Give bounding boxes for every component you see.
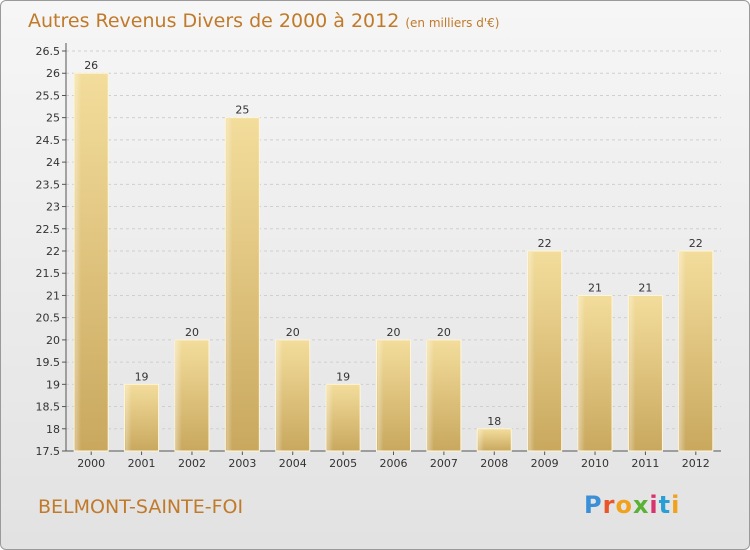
bars (73, 72, 714, 452)
data-label: 20 (437, 326, 451, 339)
data-labels: 26 19 20 25 20 19 20 20 18 22 21 21 22 (84, 59, 703, 428)
y-tick-label: 19 (46, 378, 60, 391)
title-text: Autres Revenus Divers de 2000 à 2012 (28, 10, 400, 32)
data-label: 20 (387, 326, 401, 339)
data-label: 20 (286, 326, 300, 339)
logo-letter: i (671, 491, 681, 519)
axes: 17.5 18 18.5 19 19.5 20 20.5 21 21.5 22 22.5 23 23.5… (36, 43, 721, 470)
x-tick-label: 2005 (329, 457, 357, 470)
x-tick-label: 2009 (531, 457, 559, 470)
y-tick-label: 25 (46, 112, 60, 125)
y-tick-label: 21.5 (36, 267, 61, 280)
x-tick-label: 2008 (480, 457, 508, 470)
x-tick-label: 2007 (430, 457, 458, 470)
y-tick-label: 22.5 (36, 223, 61, 236)
y-tick-label: 19.5 (36, 356, 61, 369)
y-tick-label: 26.5 (36, 45, 61, 58)
data-label: 18 (487, 415, 501, 428)
logo-letter: t (658, 491, 672, 519)
title-unit: (en milliers d'€) (405, 16, 500, 30)
data-label: 20 (185, 326, 199, 339)
x-tick-label: 2012 (682, 457, 710, 470)
bar-highlight (226, 118, 233, 452)
x-tick-label: 2006 (380, 457, 408, 470)
x-tick-label: 2002 (178, 457, 206, 470)
y-tick-label: 23.5 (36, 178, 61, 191)
chart-title: Autres Revenus Divers de 2000 à 2012 (en … (28, 10, 499, 32)
data-label: 19 (135, 370, 149, 383)
y-tick-label: 18 (46, 423, 60, 436)
data-label: 22 (689, 237, 703, 250)
data-label: 21 (638, 281, 652, 294)
y-tick-label: 20.5 (36, 312, 61, 325)
data-label: 26 (84, 59, 98, 72)
y-tick-label: 26 (46, 67, 60, 80)
logo-letter: P (584, 491, 603, 519)
bar-highlight (377, 340, 384, 451)
y-tick-label: 17.5 (36, 445, 61, 458)
x-tick-label: 2010 (581, 457, 609, 470)
bar-highlight (679, 252, 686, 451)
bar-highlight (175, 340, 182, 451)
logo-letter: r (602, 491, 616, 519)
x-tick-label: 2001 (128, 457, 156, 470)
bar-highlight (125, 385, 132, 451)
data-label: 25 (235, 104, 249, 117)
logo-letter: i (649, 491, 659, 519)
y-tick-label: 25.5 (36, 89, 61, 102)
data-label: 19 (336, 370, 350, 383)
x-tick-label: 2011 (631, 457, 659, 470)
y-tick-label: 24.5 (36, 134, 61, 147)
y-tick-label: 22 (46, 245, 60, 258)
y-tick-label: 23 (46, 201, 60, 214)
bar-highlight (478, 429, 485, 451)
bar-highlight (579, 296, 586, 451)
proxiti-logo[interactable]: Proxiti (584, 491, 680, 519)
y-tick-label: 21 (46, 289, 60, 302)
y-tick-label: 18.5 (36, 401, 61, 414)
logo-letter: x (632, 491, 650, 519)
data-label: 22 (538, 237, 552, 250)
y-tick-label: 24 (46, 156, 60, 169)
y-tick-label: 20 (46, 334, 60, 347)
x-tick-label: 2003 (228, 457, 256, 470)
bar-highlight (276, 340, 283, 451)
data-label: 21 (588, 281, 602, 294)
bar-2008 (476, 428, 512, 452)
bar-highlight (327, 385, 334, 451)
x-tick-label: 2004 (279, 457, 307, 470)
bar-highlight (629, 296, 636, 451)
commune-name: BELMONT-SAINTE-FOI (38, 496, 244, 518)
bar-highlight (427, 340, 434, 451)
bar-highlight (528, 252, 535, 451)
logo-letter: o (615, 491, 633, 519)
bar-highlight (75, 74, 82, 451)
x-tick-label: 2000 (77, 457, 105, 470)
